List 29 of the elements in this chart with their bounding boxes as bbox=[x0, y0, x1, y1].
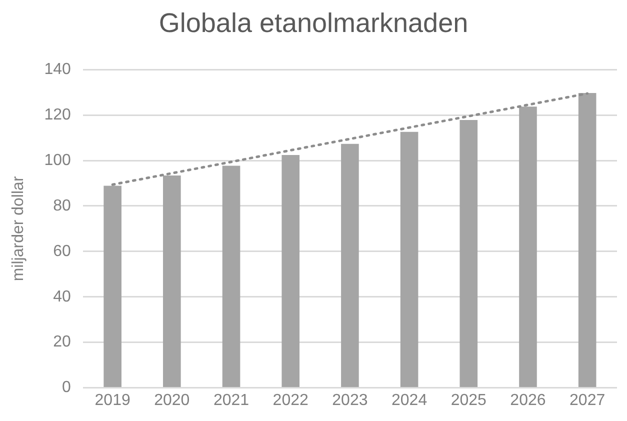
bar bbox=[282, 155, 300, 388]
y-tick-label: 120 bbox=[44, 106, 71, 124]
x-tick-label: 2025 bbox=[450, 392, 487, 409]
x-tick-label: 2019 bbox=[94, 392, 130, 409]
y-tick-label: 40 bbox=[53, 288, 71, 306]
x-tick-label: 2024 bbox=[391, 392, 428, 409]
bar bbox=[341, 144, 359, 388]
x-tick-label: 2021 bbox=[213, 392, 250, 409]
bar bbox=[400, 132, 418, 388]
y-tick-label: 140 bbox=[44, 61, 71, 78]
x-tick-label: 2027 bbox=[570, 392, 606, 409]
y-tick-label: 80 bbox=[53, 197, 71, 214]
bar bbox=[163, 176, 181, 388]
y-tick-label: 0 bbox=[62, 379, 71, 396]
bar bbox=[104, 186, 122, 388]
bar bbox=[578, 93, 596, 388]
bar bbox=[460, 120, 478, 388]
y-tick-label: 60 bbox=[53, 242, 71, 260]
y-axis-title: miljarder dollar bbox=[10, 176, 28, 282]
x-tick-label: 2026 bbox=[510, 392, 546, 409]
line-series bbox=[111, 92, 589, 186]
y-tick-label: 100 bbox=[44, 152, 71, 169]
x-tick-label: 2022 bbox=[272, 392, 308, 409]
y-tick-label: 20 bbox=[53, 334, 71, 351]
bar bbox=[519, 106, 537, 388]
x-tick-label: 2023 bbox=[332, 392, 368, 409]
chart-title: Globala etanolmarknaden bbox=[158, 8, 470, 40]
bar bbox=[222, 166, 240, 388]
x-tick-label: 2020 bbox=[154, 392, 190, 409]
